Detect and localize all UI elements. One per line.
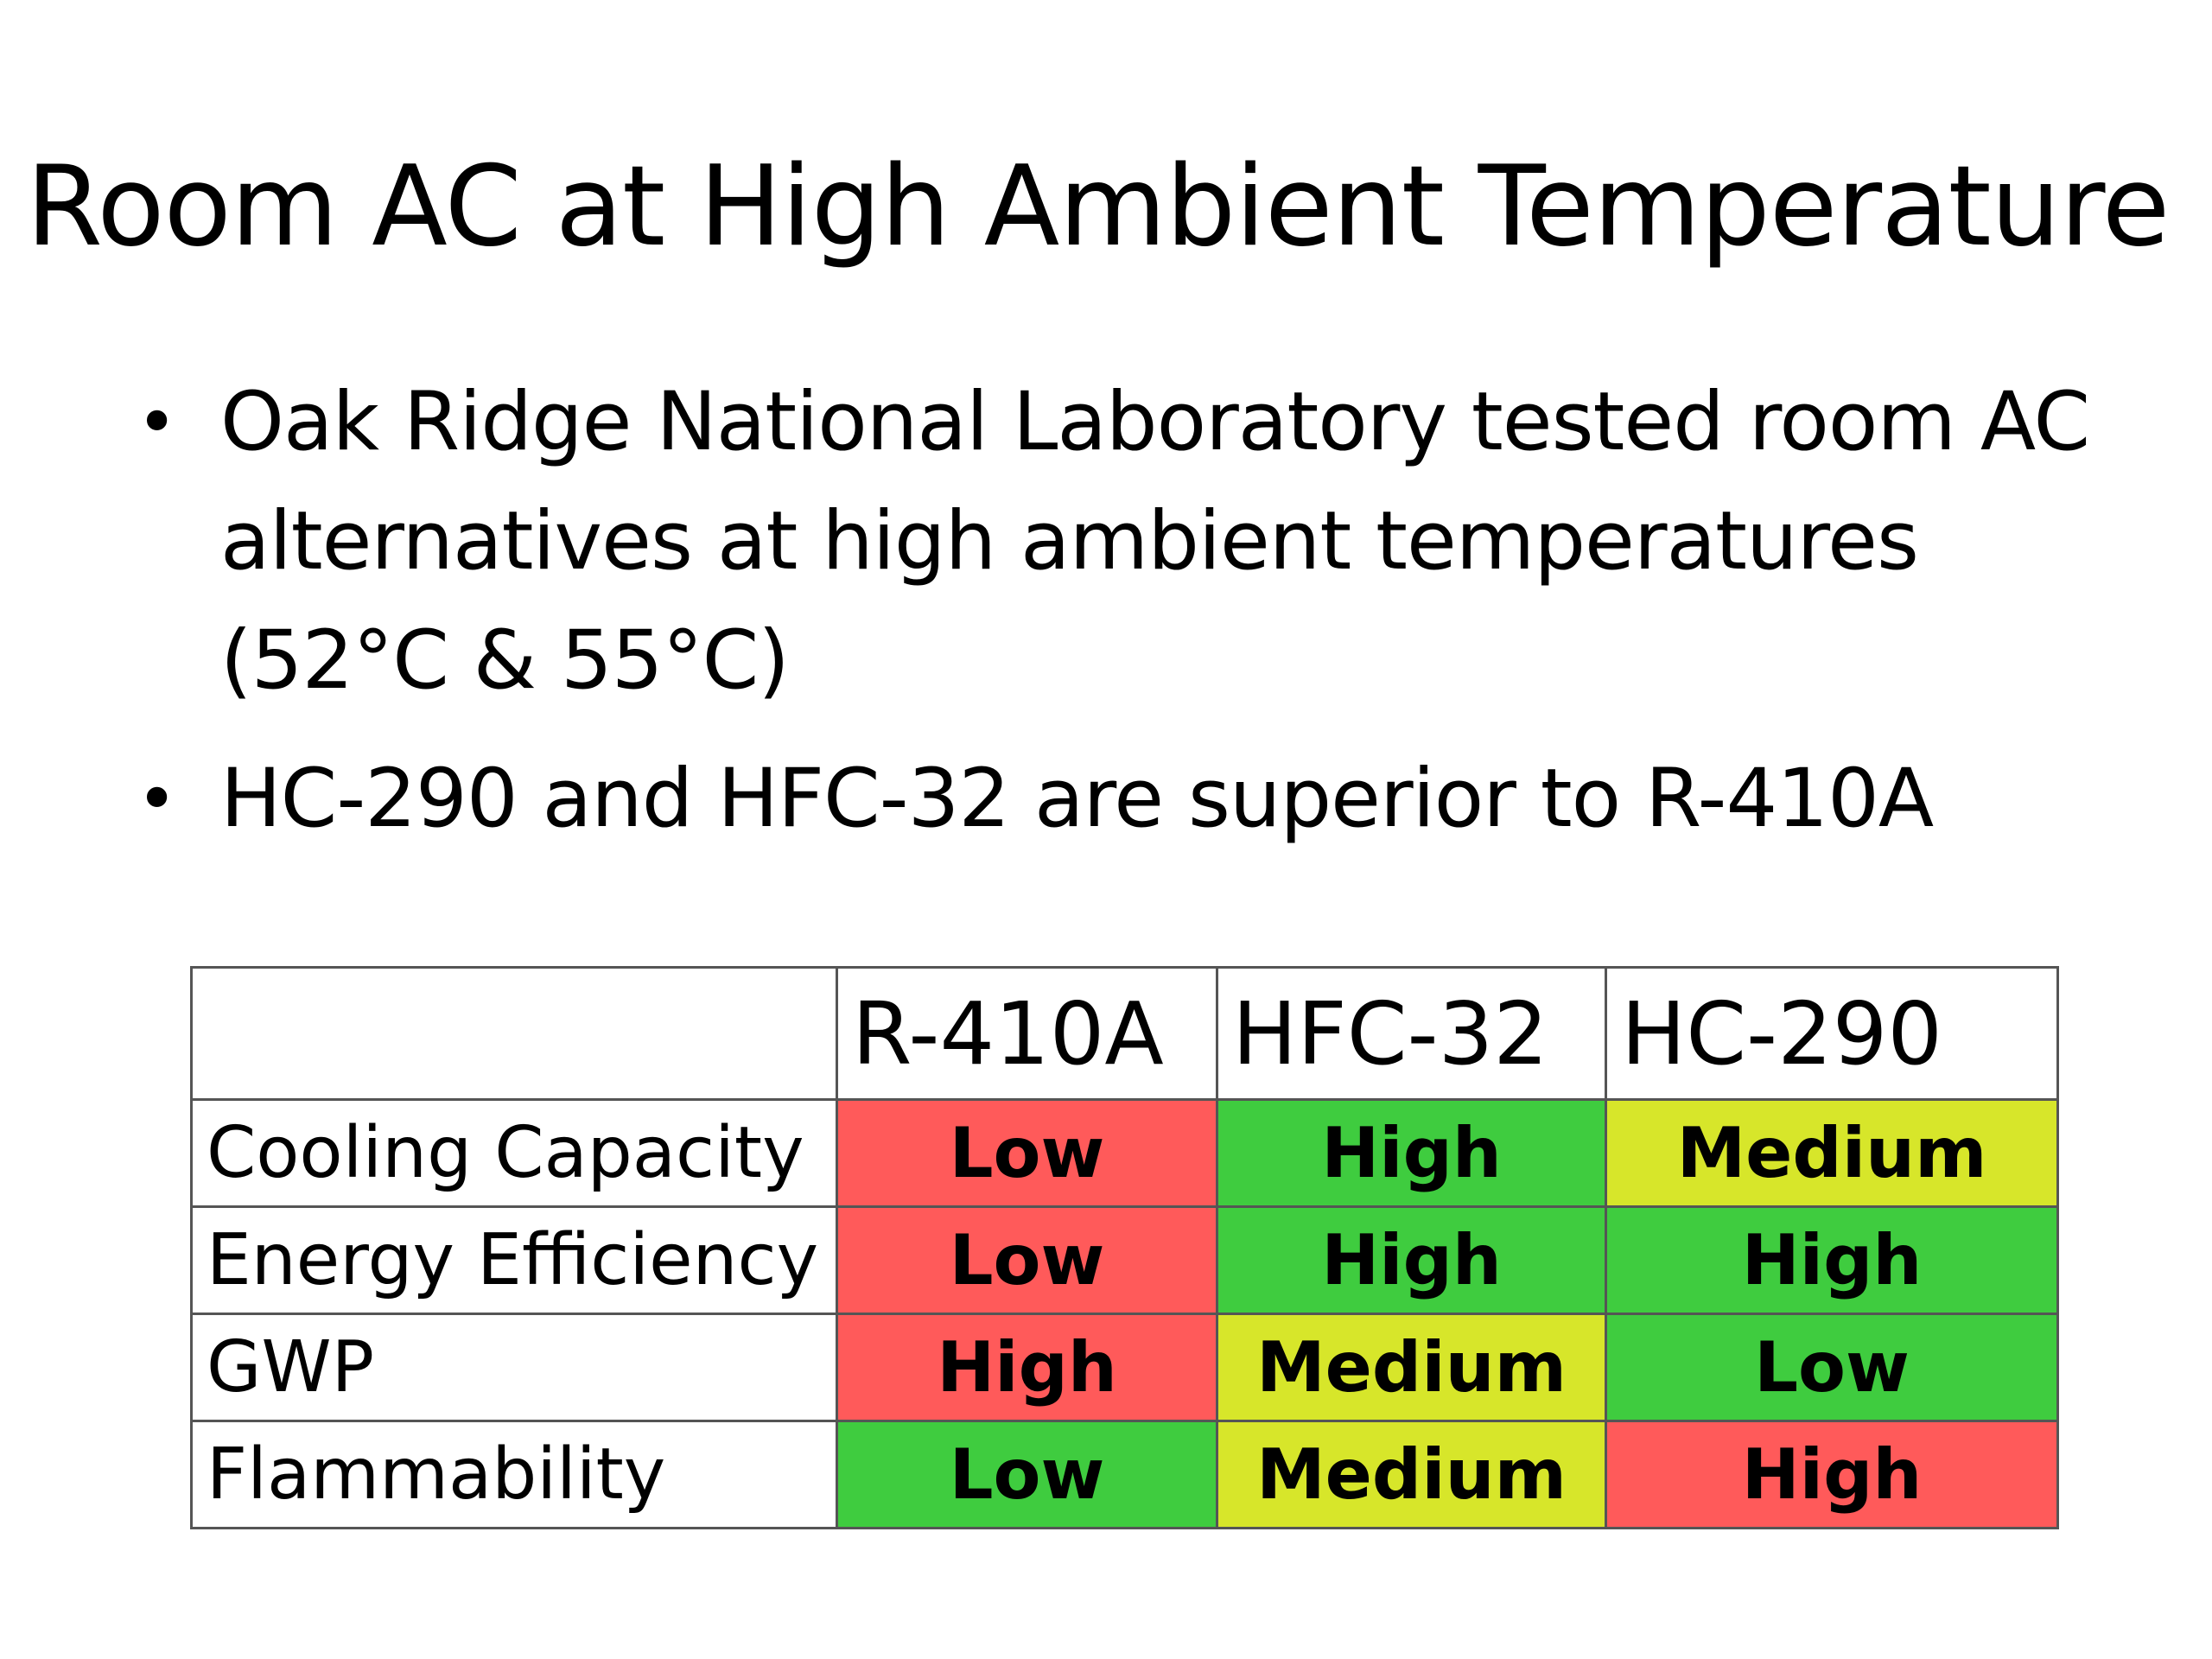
row-label: Flammability [190,1420,838,1529]
refrigerant-comparison-table: R-410A HFC-32 HC-290 Cooling Capacity Lo… [190,966,2059,1529]
rating-cell: Medium [1605,1098,2059,1208]
rating-cell: Low [836,1098,1218,1208]
rating-cell: High [1216,1205,1607,1315]
table-row: GWP High Medium Low [190,1313,2059,1422]
header-empty-cell [190,966,838,1101]
table-row: Energy Efficiency Low High High [190,1205,2059,1315]
slide-title: Room AC at High Ambient Temperature [26,143,2170,271]
rating-cell: High [1605,1205,2059,1315]
bullet-list: • Oak Ridge National Laboratory tested r… [130,363,2117,859]
header-r410a: R-410A [836,966,1218,1101]
bullet-item: • HC-290 and HFC-32 are superior to R-41… [130,740,2117,859]
bullet-dot-icon: • [137,759,177,839]
rating-cell: Low [836,1205,1218,1315]
rating-cell: Low [836,1420,1218,1529]
header-hc290: HC-290 [1605,966,2059,1101]
bullet-text: HC-290 and HFC-32 are superior to R-410A [220,752,1934,846]
table-header-row: R-410A HFC-32 HC-290 [190,966,2059,1101]
row-label: GWP [190,1313,838,1422]
table-row: Flammability Low Medium High [190,1420,2059,1529]
row-label: Energy Efficiency [190,1205,838,1315]
rating-cell: Medium [1216,1420,1607,1529]
row-label: Cooling Capacity [190,1098,838,1208]
rating-cell: Medium [1216,1313,1607,1422]
rating-cell: High [1216,1098,1607,1208]
table-row: Cooling Capacity Low High Medium [190,1098,2059,1208]
rating-cell: High [836,1313,1218,1422]
bullet-item: • Oak Ridge National Laboratory tested r… [130,363,2117,721]
bullet-dot-icon: • [137,382,177,462]
bullet-text: Oak Ridge National Laboratory tested roo… [220,375,2090,708]
rating-cell: High [1605,1420,2059,1529]
header-hfc32: HFC-32 [1216,966,1607,1101]
rating-cell: Low [1605,1313,2059,1422]
